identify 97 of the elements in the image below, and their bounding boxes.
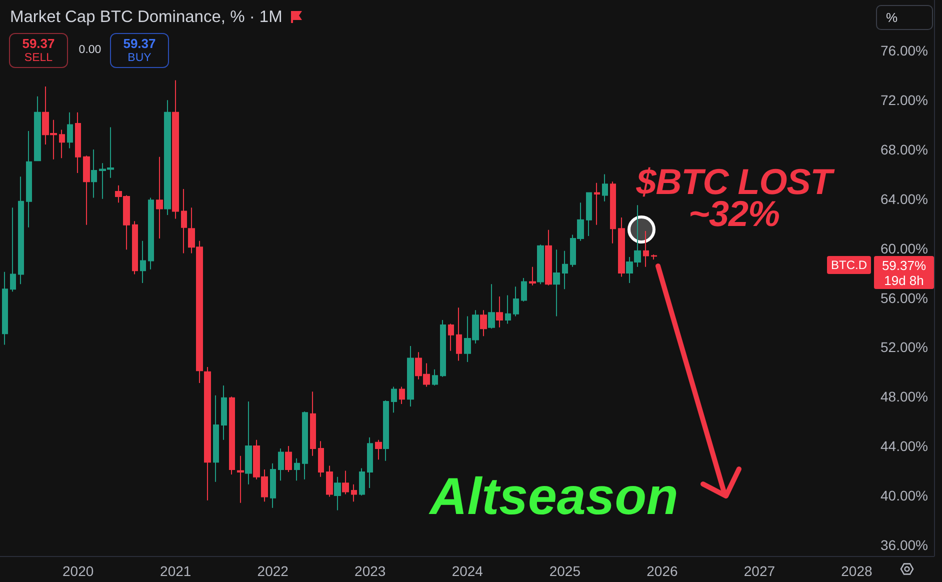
candlestick (407, 345, 414, 407)
candlestick (432, 368, 438, 386)
candlestick (326, 465, 333, 498)
candlestick (294, 458, 300, 482)
candlestick (651, 254, 657, 260)
candlestick (310, 391, 316, 456)
candlestick (2, 271, 8, 346)
candlestick (545, 229, 552, 286)
candlestick (278, 448, 284, 482)
candlestick (229, 396, 235, 475)
candlestick (643, 230, 649, 268)
y-tick-label: 60.00% (880, 240, 928, 256)
y-tick-label: 44.00% (880, 438, 928, 454)
candlestick (270, 462, 276, 508)
candlestick (391, 386, 397, 414)
annotation: Altseason (428, 468, 680, 526)
x-tick-label: 2025 (549, 563, 581, 579)
y-tick-label: 52.00% (880, 339, 928, 356)
annotation: 0.00 (78, 43, 102, 58)
candlestick (18, 176, 24, 285)
candlestick (602, 174, 608, 202)
candlestick (375, 439, 382, 460)
x-tick-label: 2023 (354, 563, 386, 579)
candlestick (67, 112, 73, 149)
y-tick-label: 40.00% (880, 487, 928, 504)
annotation: BTC.D (827, 256, 871, 274)
candlestick (440, 320, 446, 378)
candlestick (34, 96, 41, 162)
y-tick-label: 36.00% (880, 536, 928, 553)
candlestick (618, 216, 625, 278)
candlestick (610, 181, 616, 244)
x-tick-label: 2024 (452, 563, 484, 579)
candlestick (488, 284, 495, 330)
candlestick (359, 468, 365, 496)
candlestick (521, 278, 527, 302)
candlestick (456, 307, 462, 362)
candlestick (537, 244, 544, 285)
candlestick (83, 155, 90, 226)
y-tick-label: 64.00% (880, 190, 928, 207)
candlestick (59, 129, 65, 159)
x-tick-label: 2020 (62, 563, 94, 579)
y-tick-label: 76.00% (880, 42, 928, 59)
candlestick (448, 323, 454, 352)
candlestick (399, 386, 405, 405)
sell-button: 59.37 SELL (9, 33, 68, 68)
candlestick (553, 249, 560, 317)
candlestick (505, 294, 511, 324)
candlestick (383, 400, 389, 462)
annotation: 59.37% (880, 258, 928, 274)
x-tick-label: 2028 (841, 563, 872, 579)
candlestick (480, 310, 487, 337)
candlestick (204, 366, 211, 501)
y-tick-label: 68.00% (880, 142, 928, 158)
x-tick-label: 2021 (160, 563, 192, 579)
x-tick-label: 2027 (744, 563, 776, 579)
candlestick (562, 250, 568, 290)
annotation: 59.37 (123, 36, 156, 50)
x-tick-label: 2022 (257, 563, 289, 579)
candlestick (221, 384, 227, 440)
percent-button: % (876, 5, 933, 30)
annotation: $BTC LOST ~32% (635, 161, 836, 234)
candlestick (140, 240, 146, 284)
candlestick (213, 394, 219, 482)
annotation: SELL (24, 50, 53, 66)
candlestick (586, 192, 592, 236)
text: Market Cap BTC Dominance, % · 1M (10, 7, 282, 27)
candlestick (132, 220, 138, 275)
candlestick (351, 484, 357, 502)
annotation: 59.37 (22, 36, 55, 50)
candlestick (334, 476, 341, 511)
x-tick-label: 2026 (646, 563, 678, 579)
annotation: BUY (128, 50, 152, 66)
candlestick (91, 149, 97, 198)
candlestick (302, 410, 308, 480)
annotation: 19d 8h (883, 273, 925, 288)
candlestick (164, 100, 171, 216)
candlestick (318, 440, 324, 478)
candlestick (496, 296, 503, 328)
y-tick-label: 56.00% (880, 290, 928, 306)
candlestick (237, 455, 244, 504)
candlestick (529, 266, 536, 286)
y-tick-label: 72.00% (880, 92, 928, 108)
candlestick (594, 182, 600, 226)
candlestick (513, 286, 519, 317)
candlestick (342, 470, 349, 495)
candlestick (75, 112, 81, 174)
candlestick (156, 156, 163, 239)
candlestick (148, 197, 154, 270)
candlestick (367, 436, 373, 489)
candlestick (245, 401, 252, 485)
y-tick-label: 48.00% (880, 388, 928, 405)
buy-button: 59.37 BUY (110, 33, 169, 68)
candlestick (285, 446, 292, 472)
candlestick (26, 130, 32, 228)
candlestick (181, 188, 187, 254)
candlestick (10, 207, 16, 292)
candlestick (172, 80, 179, 220)
